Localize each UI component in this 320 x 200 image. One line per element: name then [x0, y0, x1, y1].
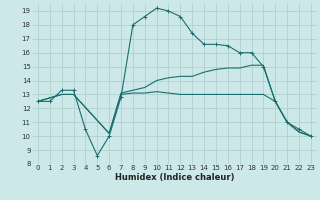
X-axis label: Humidex (Indice chaleur): Humidex (Indice chaleur) — [115, 173, 234, 182]
